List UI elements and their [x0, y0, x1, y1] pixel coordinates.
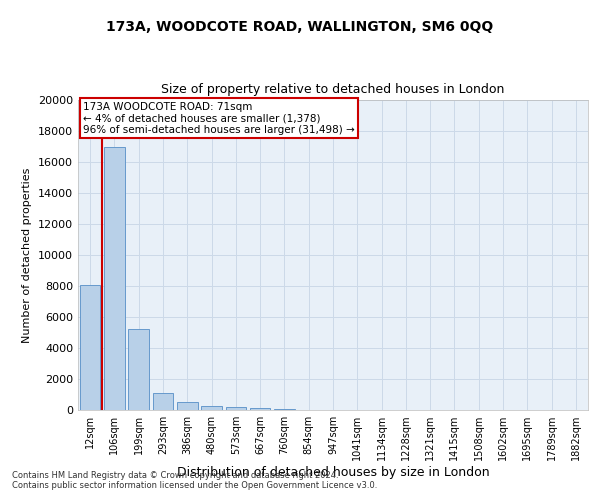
Bar	[250, 408, 271, 410]
X-axis label: Distribution of detached houses by size in London: Distribution of detached houses by size …	[176, 466, 490, 479]
Bar	[274, 409, 295, 410]
Bar	[104, 146, 125, 410]
Text: 173A WOODCOTE ROAD: 71sqm
← 4% of detached houses are smaller (1,378)
96% of sem: 173A WOODCOTE ROAD: 71sqm ← 4% of detach…	[83, 102, 355, 134]
Y-axis label: Number of detached properties: Number of detached properties	[22, 168, 32, 342]
Text: Contains HM Land Registry data © Crown copyright and database right 2024.
Contai: Contains HM Land Registry data © Crown c…	[12, 470, 377, 490]
Bar	[177, 402, 197, 410]
Text: 173A, WOODCOTE ROAD, WALLINGTON, SM6 0QQ: 173A, WOODCOTE ROAD, WALLINGTON, SM6 0QQ	[106, 20, 494, 34]
Bar	[201, 406, 222, 410]
Bar	[152, 393, 173, 410]
Title: Size of property relative to detached houses in London: Size of property relative to detached ho…	[161, 83, 505, 96]
Bar	[226, 407, 246, 410]
Bar	[80, 285, 100, 410]
Bar	[128, 330, 149, 410]
